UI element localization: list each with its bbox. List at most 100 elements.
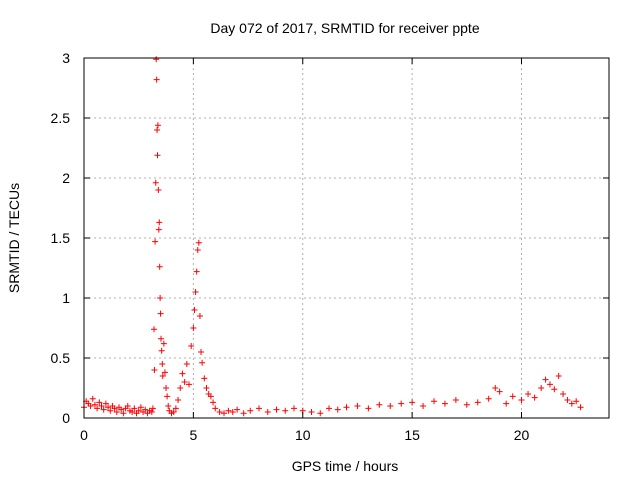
data-point	[431, 398, 437, 405]
y-tick-label: 1	[62, 290, 70, 306]
data-point	[96, 399, 103, 406]
data-point	[308, 409, 315, 415]
data-point	[463, 401, 470, 408]
data-point	[398, 400, 405, 407]
data-point	[201, 375, 208, 382]
data-point	[317, 410, 324, 417]
data-point	[91, 401, 98, 408]
x-tick-label: 15	[404, 427, 420, 443]
data-point	[113, 409, 120, 415]
data-point	[492, 385, 499, 391]
data-point	[326, 405, 332, 412]
x-tick-label: 10	[295, 427, 311, 443]
data-point	[509, 393, 516, 400]
data-point	[155, 226, 162, 233]
data-point	[105, 404, 112, 411]
data-point	[334, 406, 341, 413]
data-point	[156, 219, 163, 226]
data-point	[87, 403, 94, 409]
data-point	[131, 405, 138, 412]
data-point	[151, 326, 157, 333]
data-point	[111, 405, 118, 412]
data-point	[158, 335, 164, 342]
data-point	[94, 405, 101, 412]
data-point	[157, 295, 164, 301]
data-point	[542, 376, 549, 383]
y-tick-label: 2	[62, 170, 70, 186]
data-point	[198, 349, 205, 355]
data-point	[157, 310, 164, 317]
data-point	[137, 404, 144, 411]
data-point	[225, 407, 232, 414]
data-point	[152, 179, 159, 186]
data-point	[216, 409, 223, 415]
data-point	[135, 407, 142, 414]
data-point	[190, 325, 197, 331]
data-point	[577, 404, 584, 411]
data-point	[496, 388, 503, 395]
data-point	[546, 381, 553, 388]
data-point	[159, 361, 166, 367]
data-point	[193, 268, 200, 275]
data-point	[441, 400, 448, 407]
data-point	[199, 359, 206, 366]
data-point	[154, 127, 161, 133]
x-axis-label: GPS time / hours	[292, 458, 399, 474]
data-point	[485, 395, 492, 402]
data-point	[343, 404, 350, 411]
data-point	[291, 405, 297, 412]
y-tick-label: 3	[62, 50, 70, 66]
data-point	[153, 56, 160, 63]
data-point	[188, 343, 195, 349]
data-point	[387, 403, 394, 409]
data-point	[560, 391, 567, 397]
y-axis-label: SRMTID / TECUs	[6, 183, 22, 293]
data-point	[163, 385, 170, 391]
data-point	[538, 385, 545, 391]
data-point	[164, 393, 171, 400]
data-point	[89, 395, 96, 402]
data-point	[518, 397, 525, 403]
data-point	[118, 406, 125, 413]
data-point	[155, 187, 162, 193]
data-point	[120, 410, 127, 417]
data-point	[207, 393, 214, 400]
data-point	[100, 406, 107, 413]
data-point	[152, 238, 159, 245]
y-tick-label: 0	[62, 410, 70, 426]
data-point	[474, 399, 481, 406]
axis-ticks: 0 5 10 15 20 0 0.5 1 1.5 2 2.5 3	[51, 50, 609, 443]
data-point	[159, 373, 166, 379]
data-point	[531, 394, 538, 401]
data-point	[158, 347, 165, 354]
data-point	[452, 397, 459, 403]
data-point	[170, 409, 177, 415]
data-point	[107, 407, 114, 414]
data-point	[129, 409, 136, 415]
data-point	[153, 76, 160, 83]
data-point	[154, 152, 161, 159]
data-point	[179, 370, 186, 377]
data-point	[256, 405, 262, 412]
data-point	[365, 405, 372, 412]
data-point	[564, 397, 571, 403]
data-point	[181, 379, 188, 385]
data-point	[376, 401, 383, 408]
data-point	[555, 373, 562, 379]
data-point	[149, 405, 156, 412]
data-point	[177, 385, 184, 391]
data-point	[154, 122, 161, 129]
data-point	[573, 398, 580, 405]
data-point	[503, 400, 510, 407]
x-tick-label: 20	[514, 427, 530, 443]
grid-lines	[84, 58, 609, 418]
data-point	[409, 399, 416, 406]
data-point	[282, 407, 289, 414]
data-point	[229, 409, 236, 415]
x-tick-label: 5	[189, 427, 197, 443]
data-point	[568, 400, 575, 407]
data-point	[142, 406, 149, 413]
data-point	[186, 381, 192, 388]
